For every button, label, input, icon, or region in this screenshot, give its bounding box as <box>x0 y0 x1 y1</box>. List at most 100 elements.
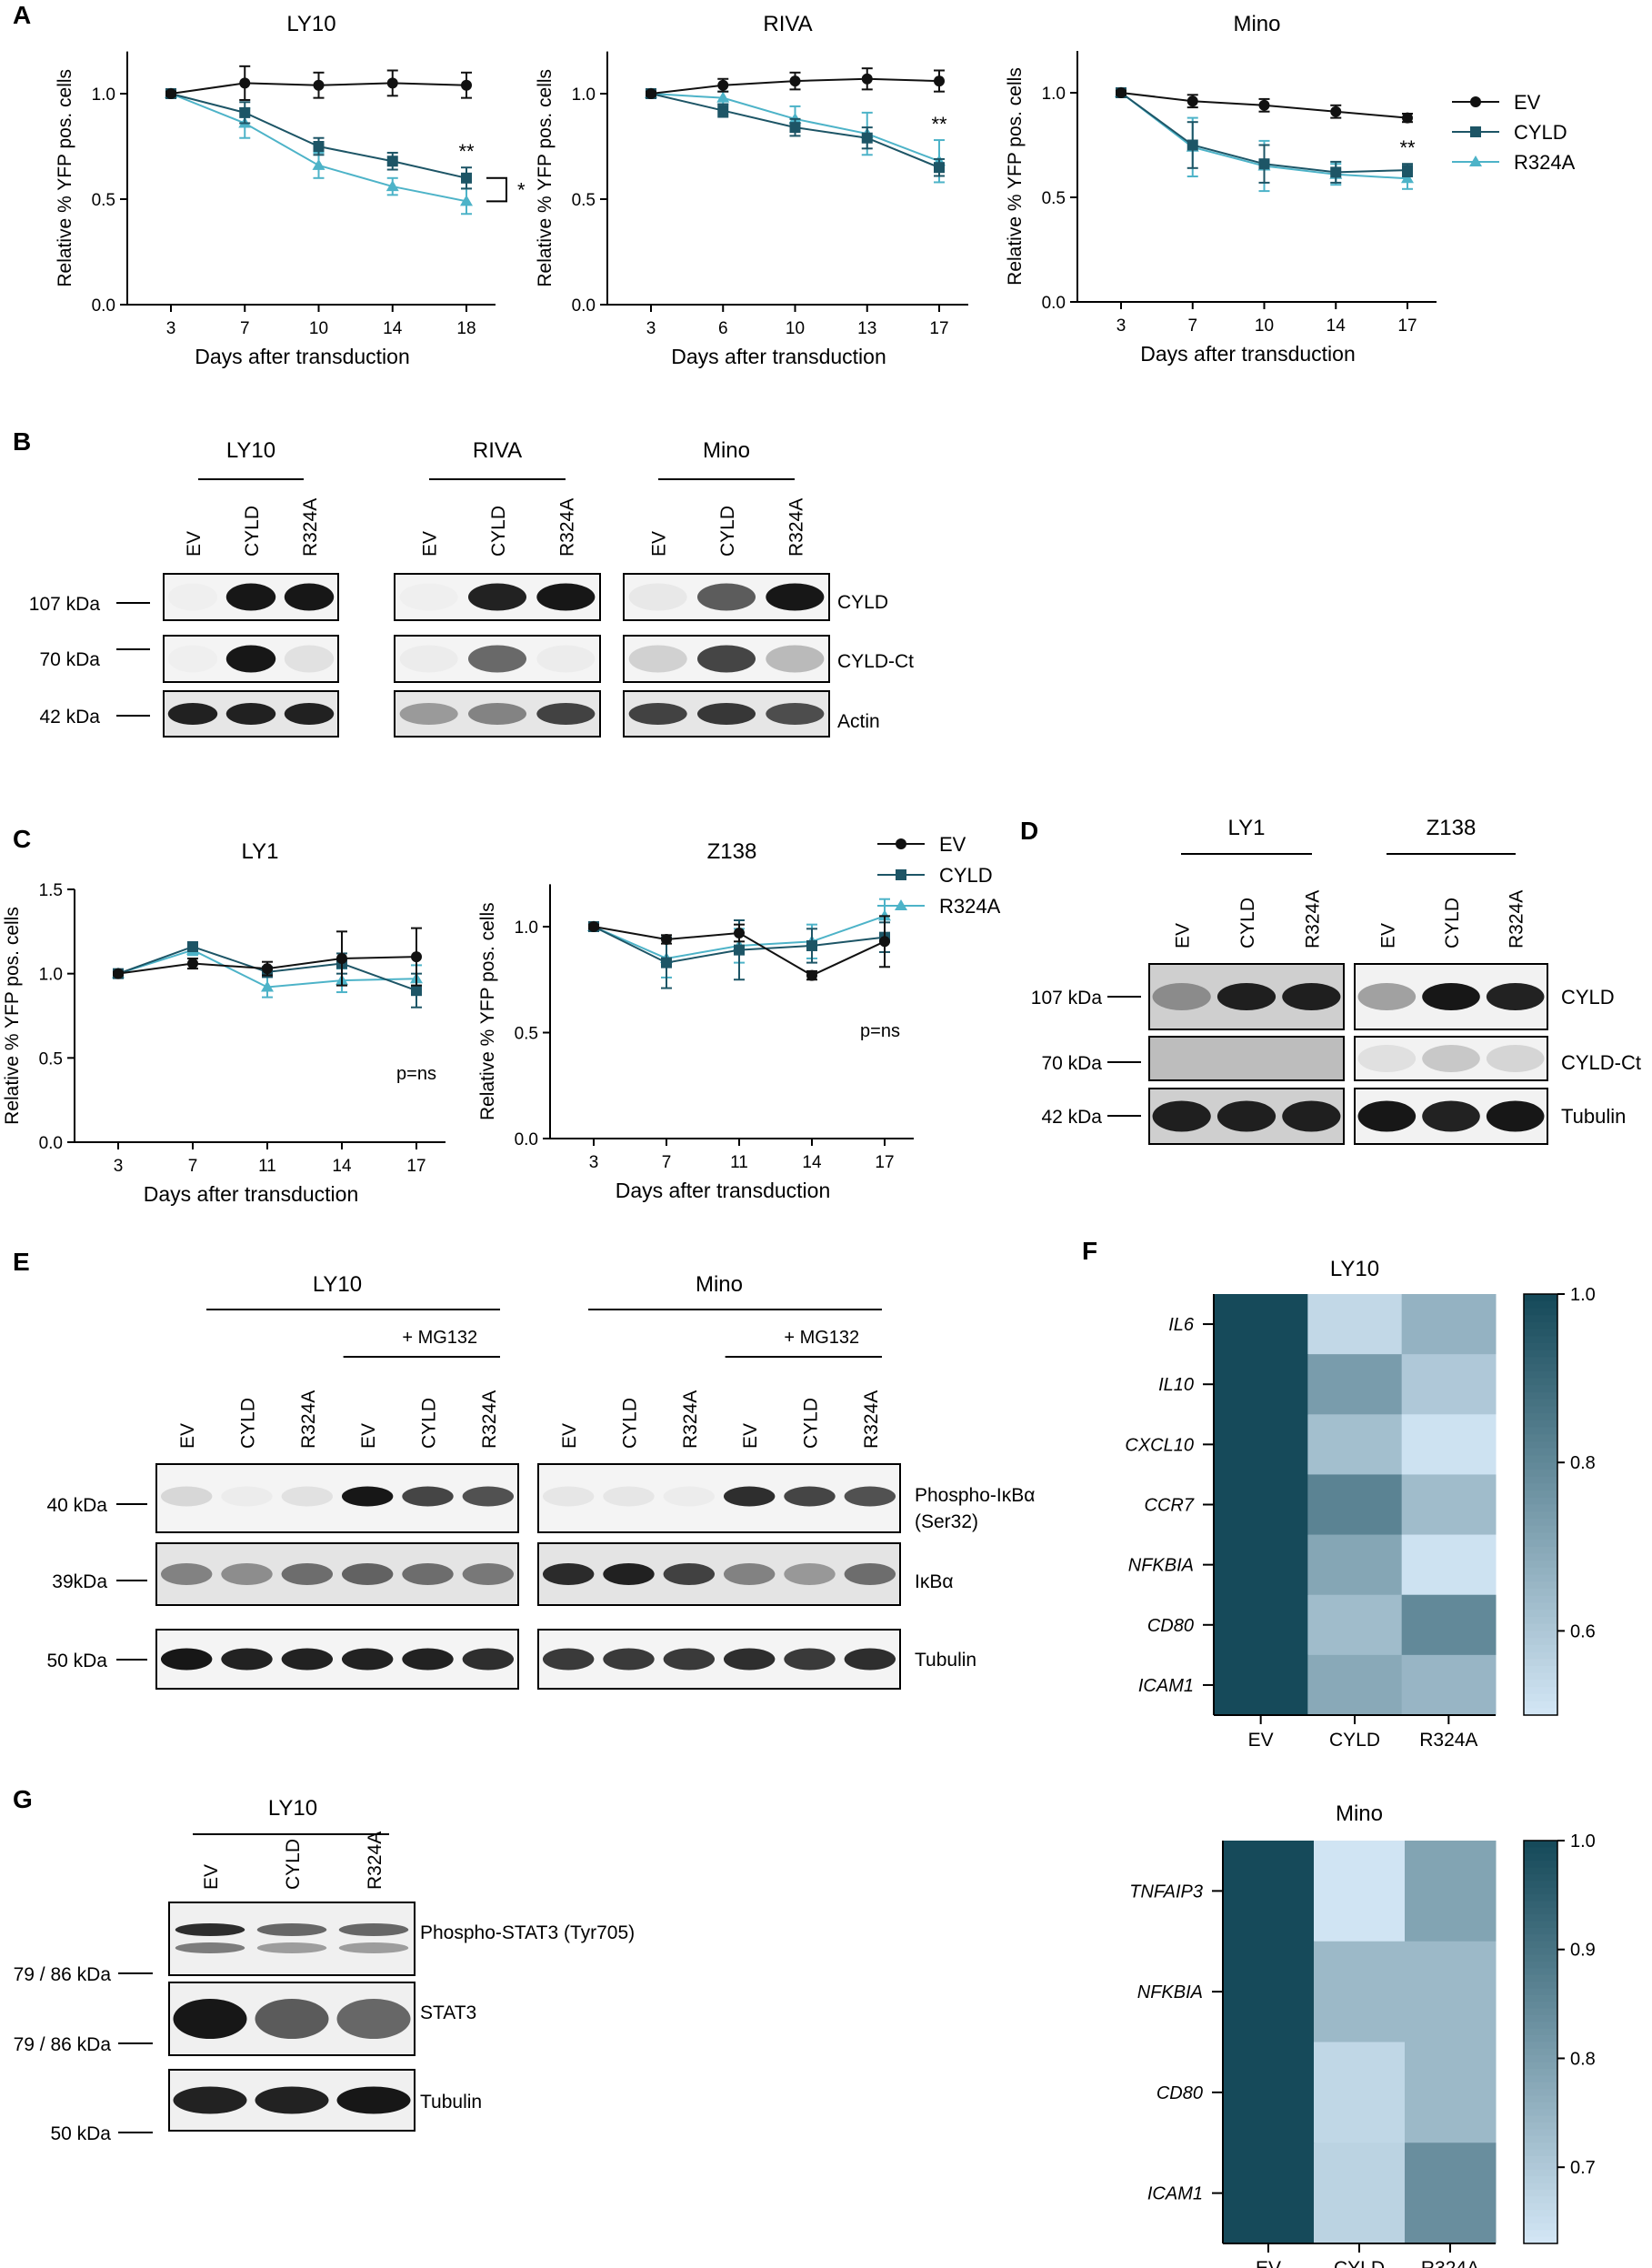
x-tick-label: 17 <box>875 1153 894 1172</box>
colorbar-segment <box>1524 1518 1557 1527</box>
x-axis-label: Days after transduction <box>195 345 410 368</box>
heatmap-cell <box>1405 1941 1497 2042</box>
lane-label: EV <box>420 531 441 557</box>
heatmap-col-label: R324A <box>1419 1730 1477 1751</box>
data-point-r324a <box>895 899 907 910</box>
lane-label: R324A <box>300 498 321 557</box>
heatmap-cell <box>1307 1594 1403 1656</box>
blot-band <box>160 1648 213 1671</box>
colorbar-segment <box>1524 1350 1557 1359</box>
heatmap-cell <box>1214 1294 1308 1355</box>
colorbar-segment <box>1524 2109 1557 2117</box>
colorbar-segment <box>1524 1602 1557 1611</box>
significance-label: ** <box>931 113 947 135</box>
blot-band <box>628 703 687 725</box>
x-tick-label: 10 <box>309 319 328 338</box>
blot-band <box>723 1648 776 1671</box>
line-chart-a-ly10: 0.0 0.5 1.0 3 7 10 14 18 LY10 Days after transduc… <box>55 12 526 368</box>
blot-band <box>628 583 687 611</box>
colorbar-segment <box>1524 1490 1557 1499</box>
blot-band <box>1152 983 1211 1010</box>
data-point-ev <box>588 921 599 932</box>
blot-band <box>462 1563 515 1585</box>
data-point-ev <box>336 952 347 964</box>
legend-a: EV CYLD R324A <box>1452 91 1576 174</box>
heatmap-col-label: CYLD <box>1334 2258 1385 2268</box>
data-point-ev <box>1402 112 1413 124</box>
blot-band <box>542 1563 595 1585</box>
colorbar-segment <box>1524 1321 1557 1330</box>
colorbar-segment <box>1524 2189 1557 2197</box>
colorbar-segment <box>1524 2203 1557 2211</box>
heatmap-cell <box>1214 1594 1308 1656</box>
colorbar-segment <box>1524 2008 1557 2016</box>
blot-band <box>402 1648 454 1671</box>
series-ev <box>1116 87 1413 124</box>
blot-band <box>402 1486 454 1507</box>
x-tick-label: 17 <box>929 319 948 338</box>
series-ev <box>588 915 890 981</box>
data-point-cyld <box>313 141 325 152</box>
y-tick-label: 0.5 <box>1042 189 1066 208</box>
colorbar-segment <box>1524 1651 1557 1660</box>
lane-label: R324A <box>861 1390 882 1449</box>
blot-band <box>663 1648 716 1671</box>
legend-label: CYLD <box>939 864 993 887</box>
blot-band <box>467 583 527 611</box>
blot-row-label-sub: (Ser32) <box>915 1511 978 1532</box>
lane-label: R324A <box>680 1390 701 1449</box>
data-point-ev <box>1330 105 1342 117</box>
colorbar-segment <box>1524 1867 1557 1875</box>
blot-band <box>1486 983 1545 1010</box>
blot-band <box>603 1563 655 1585</box>
lane-label: R324A <box>1302 890 1323 948</box>
y-axis-label: Relative % YFP pos. cells <box>55 69 75 287</box>
data-point-cyld <box>1330 166 1342 178</box>
heatmap-cell <box>1214 1414 1308 1475</box>
mw-label: 42 kDa <box>1041 1107 1102 1128</box>
y-tick-label: 0.0 <box>572 296 596 316</box>
lane-label: CYLD <box>717 506 738 557</box>
legend-label: EV <box>1514 91 1541 114</box>
y-axis-label: Relative % YFP pos. cells <box>535 69 556 287</box>
heatmap-col-label: CYLD <box>1329 1730 1380 1751</box>
lane-label: EV <box>1173 923 1194 948</box>
x-axis-label: Days after transduction <box>144 1182 359 1206</box>
colorbar-segment <box>1524 1315 1557 1323</box>
data-point-ev <box>1116 87 1126 98</box>
heatmap-cell <box>1401 1414 1497 1475</box>
heatmap-cell <box>1401 1654 1497 1716</box>
line-chart-c-z138: 0.0 0.5 1.0 3 7 11 14 17 Z138 Days after transduc… <box>477 839 914 1202</box>
colorbar-segment <box>1524 1693 1557 1702</box>
colorbar-segment <box>1524 1914 1557 1922</box>
blot-group-label: Mino <box>696 1272 743 1297</box>
blot-membrane <box>394 690 601 738</box>
heatmap-row-label: NFKBIA <box>1137 1982 1203 2002</box>
colorbar-segment <box>1524 1378 1557 1386</box>
data-point-ev <box>1258 99 1270 111</box>
heatmap-cell <box>1214 1354 1308 1415</box>
colorbar-segment <box>1524 1701 1557 1709</box>
data-point-ev <box>313 79 325 91</box>
blot-band <box>628 645 687 673</box>
blot-band <box>255 1999 329 2039</box>
colorbar-segment <box>1524 1455 1557 1463</box>
colorbar-segment <box>1524 1385 1557 1393</box>
blot-band <box>766 645 825 673</box>
colorbar-segment <box>1524 1392 1557 1400</box>
data-point-cyld <box>1258 158 1270 170</box>
blot-band <box>696 583 756 611</box>
colorbar-tick-label: 0.7 <box>1570 2158 1596 2178</box>
y-axis-label: Relative % YFP pos. cells <box>1005 67 1026 286</box>
blot-band <box>536 646 595 673</box>
data-point-cyld <box>461 172 472 184</box>
heatmap-cell <box>1405 2143 1497 2244</box>
heatmap-cell <box>1401 1294 1497 1355</box>
lane-label: CYLD <box>488 506 509 557</box>
colorbar-segment <box>1524 1370 1557 1380</box>
colorbar-segment <box>1524 1988 1557 1996</box>
colorbar-segment <box>1524 1406 1557 1414</box>
x-tick-label: 14 <box>383 319 403 338</box>
colorbar-tick-label: 0.8 <box>1570 1453 1596 1473</box>
data-point-ev <box>461 79 472 91</box>
